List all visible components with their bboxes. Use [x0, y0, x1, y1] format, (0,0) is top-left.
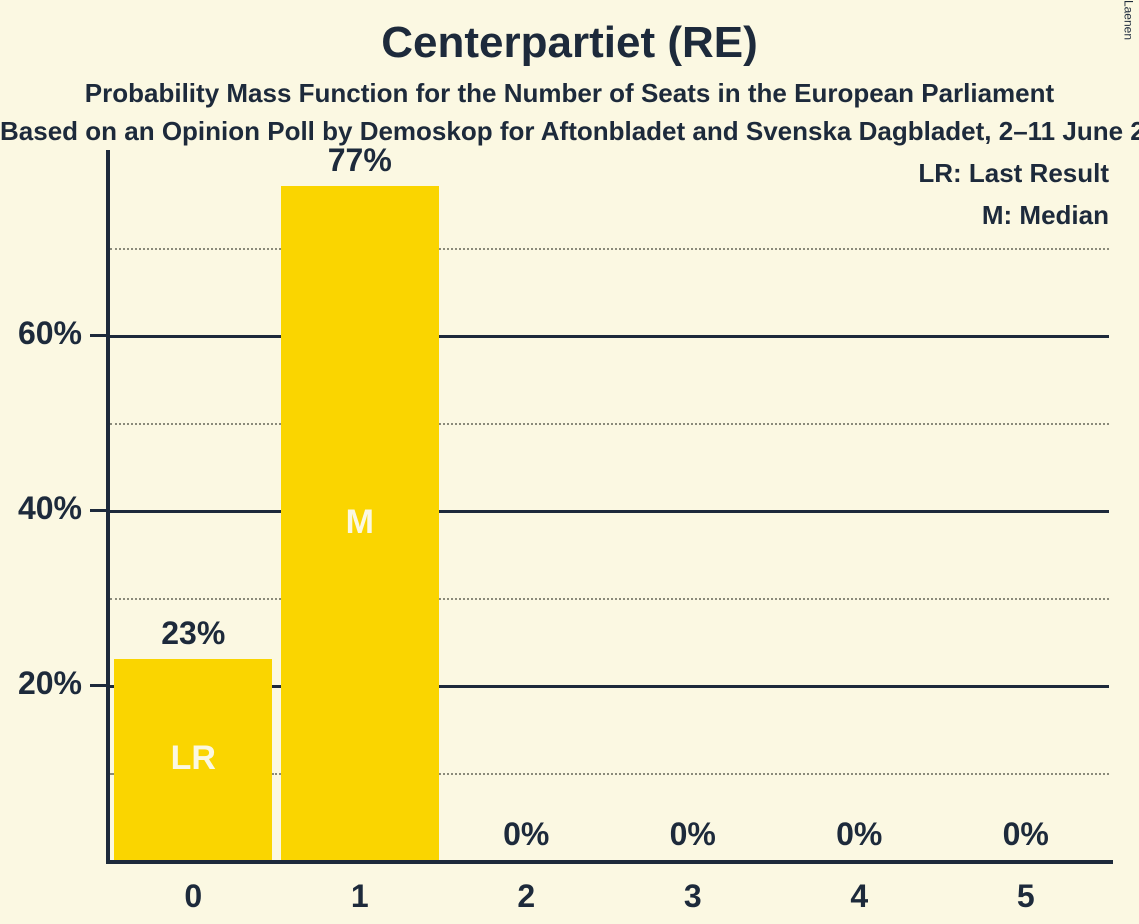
legend-last-result: LR: Last Result [918, 158, 1109, 189]
y-tick [90, 509, 108, 512]
gridline [439, 510, 1109, 513]
y-axis [106, 150, 110, 860]
bar-value-label: 0% [776, 816, 943, 853]
x-tick-label: 3 [610, 878, 777, 915]
gridline [110, 248, 281, 250]
gridline [439, 773, 1109, 775]
x-tick-label: 5 [943, 878, 1110, 915]
y-tick-label: 60% [0, 315, 82, 352]
gridline [272, 685, 280, 688]
x-tick-label: 0 [110, 878, 277, 915]
gridline [110, 510, 281, 513]
chart-subtitle-1: Probability Mass Function for the Number… [0, 78, 1139, 109]
x-axis [106, 860, 1113, 864]
gridline [110, 335, 281, 338]
y-tick-label: 40% [0, 490, 82, 527]
y-tick [90, 684, 108, 687]
x-tick-label: 2 [443, 878, 610, 915]
bar-value-label: 77% [277, 142, 444, 179]
x-tick-label: 4 [776, 878, 943, 915]
bar-annotation: M [281, 503, 439, 542]
gridline [110, 598, 281, 600]
y-tick-label: 20% [0, 665, 82, 702]
chart-stage: © 2024 Filip van LaenenCenterpartiet (RE… [0, 0, 1139, 924]
bar-value-label: 0% [943, 816, 1110, 853]
bar-annotation: LR [114, 739, 272, 778]
gridline [272, 773, 280, 775]
gridline [439, 423, 1109, 425]
legend-median: M: Median [982, 200, 1109, 231]
bar-value-label: 23% [110, 615, 277, 652]
chart-subtitle-2: Based on an Opinion Poll by Demoskop for… [0, 116, 1139, 147]
gridline [439, 248, 1109, 250]
gridline [439, 335, 1109, 338]
x-tick-label: 1 [277, 878, 444, 915]
chart-title: Centerpartiet (RE) [0, 18, 1139, 68]
gridline [439, 598, 1109, 600]
gridline [110, 423, 281, 425]
gridline [439, 685, 1109, 688]
bar-value-label: 0% [443, 816, 610, 853]
bar-value-label: 0% [610, 816, 777, 853]
y-tick [90, 334, 108, 337]
